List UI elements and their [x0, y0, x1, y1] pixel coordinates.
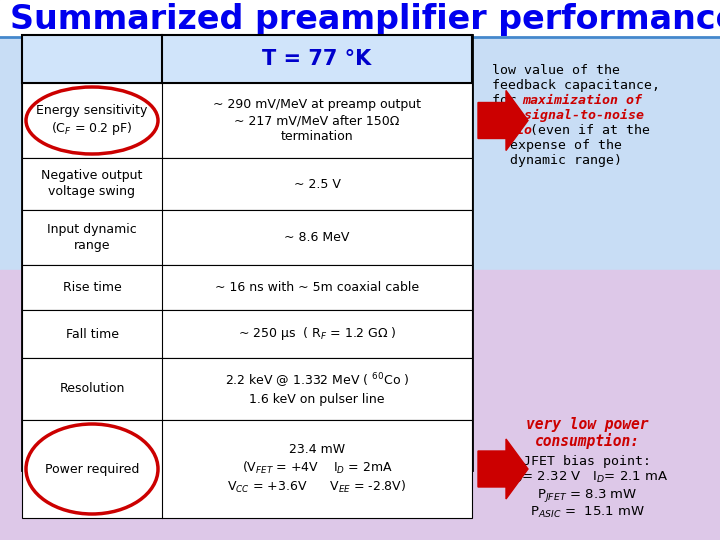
Text: V$_D$= 2.32 V   I$_D$= 2.1 mA: V$_D$= 2.32 V I$_D$= 2.1 mA: [505, 469, 669, 484]
Text: feedback capacitance,: feedback capacitance,: [492, 79, 660, 92]
Text: Summarized preamplifier performance: Summarized preamplifier performance: [10, 3, 720, 36]
Bar: [22, 83, 472, 158]
Text: Power required: Power required: [45, 462, 139, 476]
Text: Energy sensitivity
(C$_F$ = 0.2 pF): Energy sensitivity (C$_F$ = 0.2 pF): [36, 104, 148, 137]
Bar: [22, 310, 472, 358]
Bar: [22, 265, 472, 310]
Text: very low power: very low power: [526, 416, 648, 431]
Text: the signal-to-noise: the signal-to-noise: [492, 109, 644, 122]
Bar: [22, 420, 472, 518]
Bar: [0, 270, 720, 540]
Text: 2.2 keV @ 1.332 MeV ( $^{60}$Co )
1.6 keV on pulser line: 2.2 keV @ 1.332 MeV ( $^{60}$Co ) 1.6 ke…: [225, 372, 409, 406]
Text: P$_{JFET}$ = 8.3 mW: P$_{JFET}$ = 8.3 mW: [537, 487, 637, 503]
Text: Resolution: Resolution: [59, 382, 125, 395]
Text: ~ 16 ns with ~ 5m coaxial cable: ~ 16 ns with ~ 5m coaxial cable: [215, 281, 419, 294]
Text: (even if at the: (even if at the: [530, 124, 650, 137]
Bar: [22, 35, 472, 83]
Text: ~ 8.6 MeV: ~ 8.6 MeV: [284, 231, 350, 244]
Bar: [0, 0, 720, 37]
Bar: [22, 35, 472, 470]
Bar: [22, 358, 472, 420]
Text: Input dynamic
range: Input dynamic range: [47, 223, 137, 252]
Text: T = 77 °K: T = 77 °K: [262, 49, 372, 69]
Text: JFET bias point:: JFET bias point:: [523, 455, 651, 468]
Text: dynamic range): dynamic range): [510, 154, 622, 167]
Text: low value of the: low value of the: [492, 64, 620, 77]
Text: ~ 250 μs  ( R$_F$ = 1.2 GΩ ): ~ 250 μs ( R$_F$ = 1.2 GΩ ): [238, 326, 396, 342]
Polygon shape: [478, 439, 528, 499]
Bar: [22, 210, 472, 265]
Text: expense of the: expense of the: [510, 139, 622, 152]
Text: ratio: ratio: [492, 124, 532, 137]
Text: for: for: [492, 94, 524, 107]
Text: 23.4 mW
(V$_{FET}$ = +4V    I$_D$ = 2mA
V$_{CC}$ = +3.6V      V$_{EE}$ = -2.8V): 23.4 mW (V$_{FET}$ = +4V I$_D$ = 2mA V$_…: [228, 443, 407, 495]
Text: Negative output
voltage swing: Negative output voltage swing: [41, 170, 143, 199]
Text: ~ 2.5 V: ~ 2.5 V: [294, 178, 341, 191]
Text: Rise time: Rise time: [63, 281, 122, 294]
Text: maximization of: maximization of: [522, 94, 642, 107]
Text: Fall time: Fall time: [66, 327, 119, 341]
Polygon shape: [478, 91, 528, 151]
Bar: [22, 158, 472, 210]
Text: P$_{ASIC}$ =  15.1 mW: P$_{ASIC}$ = 15.1 mW: [529, 504, 644, 519]
Text: consumption:: consumption:: [534, 433, 639, 449]
Text: ~ 290 mV/MeV at preamp output
~ 217 mV/MeV after 150Ω
termination: ~ 290 mV/MeV at preamp output ~ 217 mV/M…: [213, 98, 421, 143]
